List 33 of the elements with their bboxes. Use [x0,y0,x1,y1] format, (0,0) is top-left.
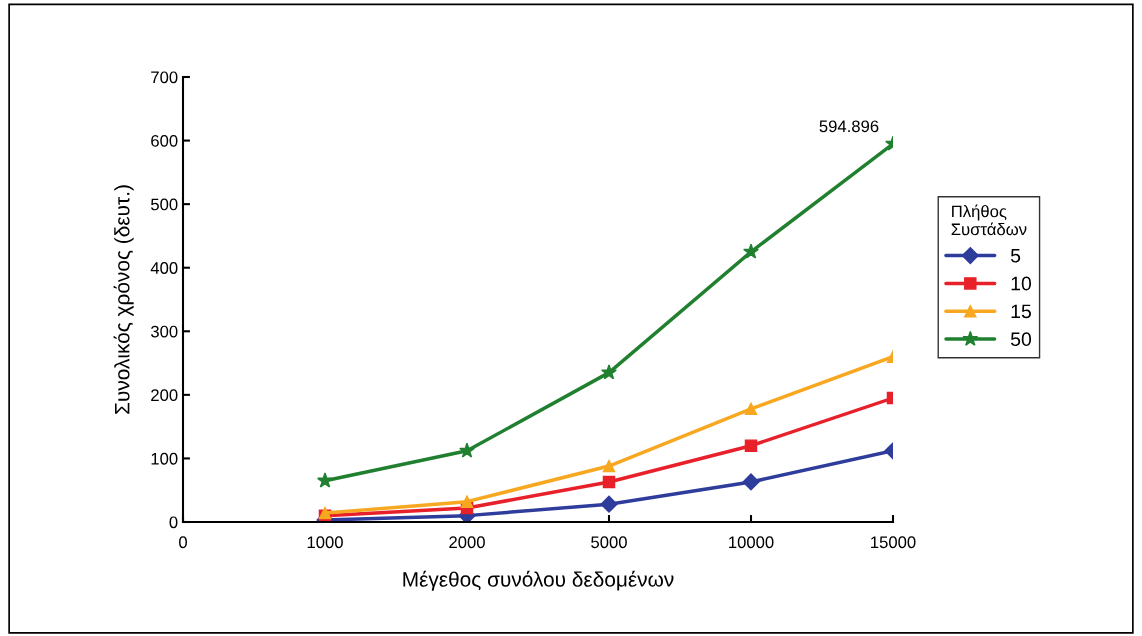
point [602,459,616,473]
legend-label: 10 [1011,276,1032,291]
y-tick-label: 100 [151,452,178,465]
point [600,495,618,513]
y-tick-label: 400 [150,262,178,274]
point [742,473,760,491]
point [743,243,759,259]
legend-label: 5 [1010,248,1021,263]
x-tick-label: 15000 [871,536,916,549]
x-tick-label: 0 [179,536,187,549]
point [459,442,475,458]
y-tick-label: 700 [151,71,178,84]
x-tick-label: 2000 [449,536,485,549]
y-axis-title: Συνολικός χρόνος (δευτ.) [113,185,134,414]
annotation: 594.896 [819,120,879,133]
point [602,475,616,489]
y-tick-label: 200 [151,389,178,402]
x-tick-label: 1000 [307,536,343,549]
x-tick-label: 10000 [729,536,774,549]
y-tick-label: 500 [151,198,178,211]
y-tick-label: 0 [169,516,178,529]
legend-title: Πλήθος Συστάδων [951,204,1027,236]
legend-label: 15 [1011,304,1031,319]
point [460,495,474,508]
y-tick-label: 600 [151,134,178,147]
x-axis-title: Μέγεθος συνόλου δεδομένων [403,570,674,591]
point [744,402,758,416]
point [601,364,617,380]
legend-label: 50 [1010,332,1032,347]
point [317,472,333,488]
x-tick-label: 5000 [591,536,627,549]
point [744,439,758,452]
y-tick-label: 300 [150,325,178,338]
